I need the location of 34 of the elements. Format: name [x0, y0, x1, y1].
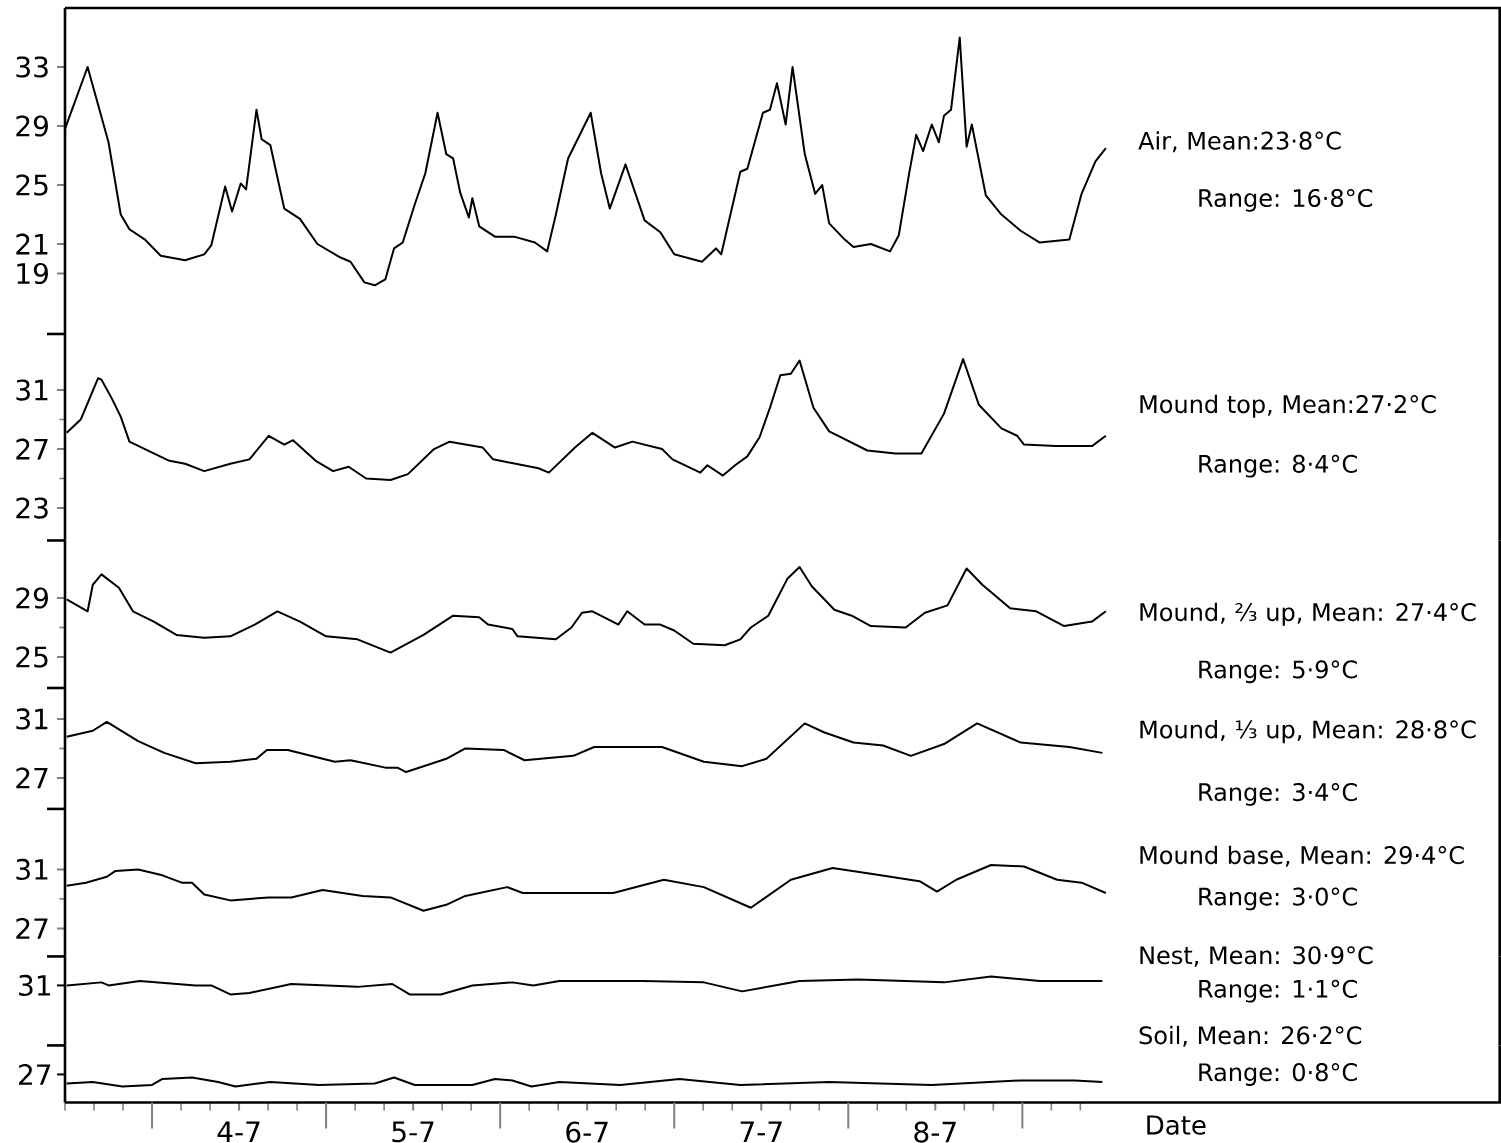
chart-title: Soil, Mean: 26·2°C	[1139, 1025, 1362, 1047]
y-tick-label: 27	[16, 767, 48, 789]
y-tick-label: 25	[16, 646, 48, 668]
x-tick-label: 8-7	[914, 1121, 956, 1143]
x-tick-label: 5-7	[392, 1121, 434, 1143]
y-tick-label: 29	[16, 587, 48, 609]
text: Range: 8·4°C	[1199, 454, 1357, 478]
text: Range: 3·4°C	[1199, 782, 1357, 806]
x-tick-label: 4-7	[217, 1121, 260, 1142]
text: Mound top, Mean:27·2°C	[1140, 394, 1436, 418]
y-tick-label: 31	[16, 379, 48, 401]
text: Range: 3·0°C	[1199, 887, 1357, 911]
text: Mound, ⅔ up, Mean: 27·4°C	[1140, 602, 1476, 626]
y-tick-label: 31	[16, 708, 48, 730]
y-tick-label: 21	[16, 233, 48, 255]
y-tick-label: 23	[16, 497, 48, 519]
chart-subtitle: Range: 1·1°C	[1199, 979, 1357, 1003]
y-tick-label: 27	[16, 917, 48, 939]
text: Air, Mean:23·8°C	[1138, 130, 1341, 152]
y-tick-label: 27	[16, 438, 48, 460]
chart-subtitle: Range: 0·8°C	[1199, 1062, 1357, 1086]
y-tick-label: 19	[17, 262, 48, 284]
y-tick-label: 31	[16, 858, 48, 880]
y-tick-label: 29	[16, 115, 48, 137]
chart-title: Nest, Mean: 30·9°C	[1140, 945, 1373, 967]
y-tick-label: 25	[16, 174, 48, 196]
text: Range: 5·9°C	[1199, 660, 1357, 683]
text: Mound, ⅓ up, Mean: 28·8°C	[1140, 719, 1476, 743]
x-axis-title: Date	[1147, 1115, 1206, 1135]
x-tick-label: 7-7	[740, 1121, 782, 1142]
text: Mound base, Mean: 29·4°C	[1140, 845, 1464, 867]
x-tick-label: 6-7	[566, 1121, 608, 1143]
text: Range: 16·8°C	[1199, 188, 1373, 212]
y-tick-label: 33	[16, 56, 48, 78]
